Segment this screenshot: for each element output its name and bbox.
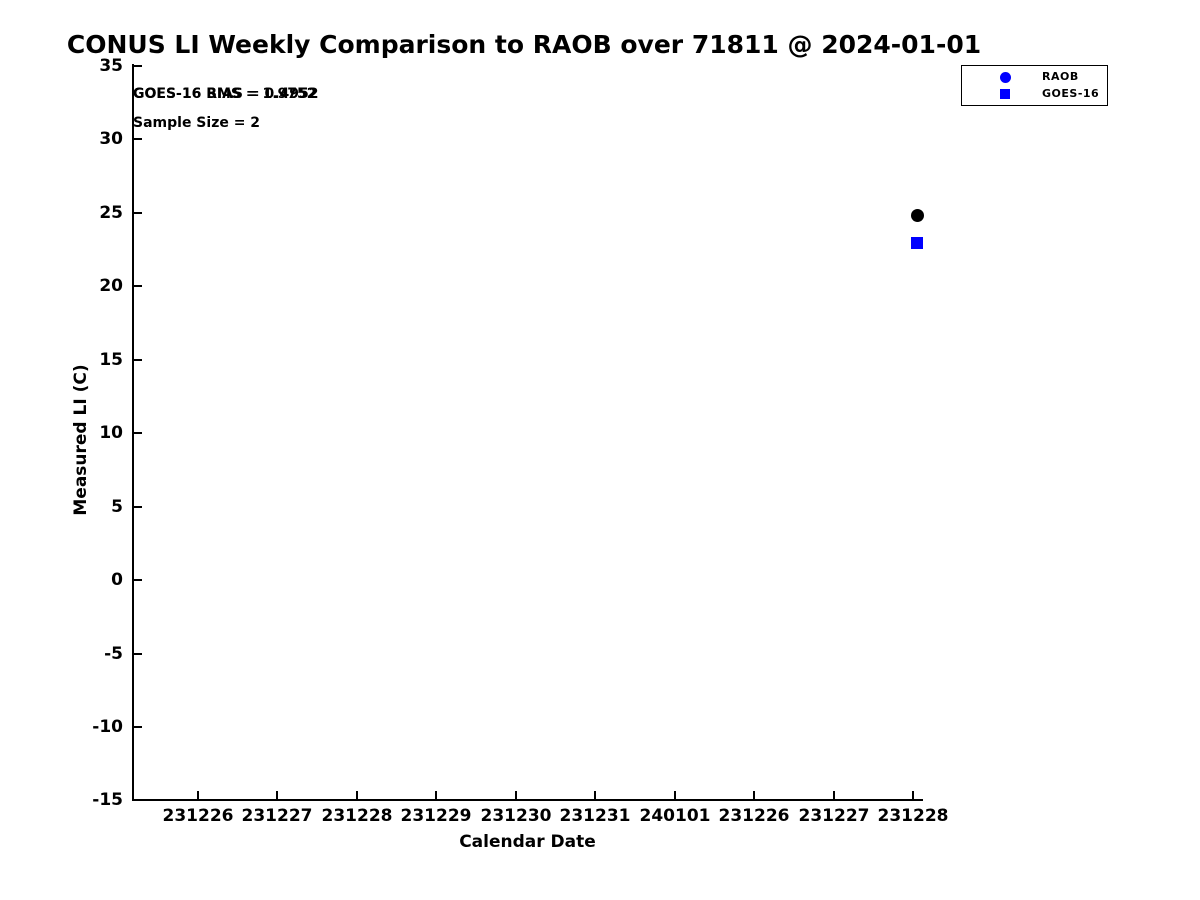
y-tick-label: 35	[99, 56, 123, 76]
legend: RAOB GOES-16	[961, 65, 1108, 106]
x-tick	[594, 791, 596, 799]
goes16-legend-marker-icon	[1000, 89, 1010, 99]
x-tick-label: 231228	[877, 806, 949, 826]
goes16-data-point	[911, 237, 923, 249]
x-tick	[435, 791, 437, 799]
y-tick-label: 30	[99, 129, 123, 149]
bias-annotation-text: GOES-16 BIAS = 0.4952	[133, 86, 319, 102]
y-tick-label: -5	[104, 644, 123, 664]
x-tick	[753, 791, 755, 799]
x-tick	[912, 791, 914, 799]
y-tick	[134, 579, 142, 581]
chart-title: CONUS LI Weekly Comparison to RAOB over …	[66, 30, 982, 59]
x-tick-label: 231227	[241, 806, 313, 826]
y-tick	[134, 799, 142, 801]
y-axis-line	[132, 64, 134, 801]
rms-annotation-text: GOES-16 RMS = 1.9752	[133, 86, 317, 102]
y-tick	[134, 65, 142, 67]
y-tick	[134, 726, 142, 728]
y-tick	[134, 212, 142, 214]
y-tick-label: 10	[99, 423, 123, 443]
y-tick-label: 25	[99, 203, 123, 223]
y-tick	[134, 506, 142, 508]
y-tick	[134, 432, 142, 434]
x-tick-label: 231226	[718, 806, 790, 826]
y-axis-label: Measured LI (C)	[71, 364, 91, 516]
x-tick	[674, 791, 676, 799]
x-tick-label: 231229	[400, 806, 472, 826]
x-tick-label: 231226	[162, 806, 234, 826]
y-tick-label: 5	[111, 497, 123, 517]
x-tick-label: 240101	[639, 806, 711, 826]
x-tick-label: 231230	[480, 806, 552, 826]
x-tick	[833, 791, 835, 799]
y-tick-label: 0	[111, 570, 123, 590]
sample-size-text: Sample Size = 2	[133, 115, 261, 131]
x-axis-line	[132, 799, 923, 801]
x-tick-label: 231231	[559, 806, 631, 826]
goes16-legend-label: GOES-16	[1042, 87, 1100, 100]
y-tick-label: 20	[99, 276, 123, 296]
raob-data-point	[911, 209, 924, 222]
stats-annotation: GOES-16 RMS = 1.9752 GOES-16 BIAS = 0.49…	[133, 86, 433, 104]
x-axis-label: Calendar Date	[459, 832, 596, 852]
x-tick	[197, 791, 199, 799]
raob-legend-label: RAOB	[1042, 70, 1079, 83]
y-tick-label: 15	[99, 350, 123, 370]
y-tick-label: -10	[92, 717, 123, 737]
y-tick	[134, 359, 142, 361]
y-tick	[134, 138, 142, 140]
y-tick-label: -15	[92, 790, 123, 810]
x-tick	[276, 791, 278, 799]
x-tick-label: 231227	[798, 806, 870, 826]
y-tick	[134, 653, 142, 655]
x-tick-label: 231228	[321, 806, 393, 826]
x-tick	[515, 791, 517, 799]
x-tick	[356, 791, 358, 799]
y-tick	[134, 285, 142, 287]
raob-legend-marker-icon	[1000, 72, 1011, 83]
